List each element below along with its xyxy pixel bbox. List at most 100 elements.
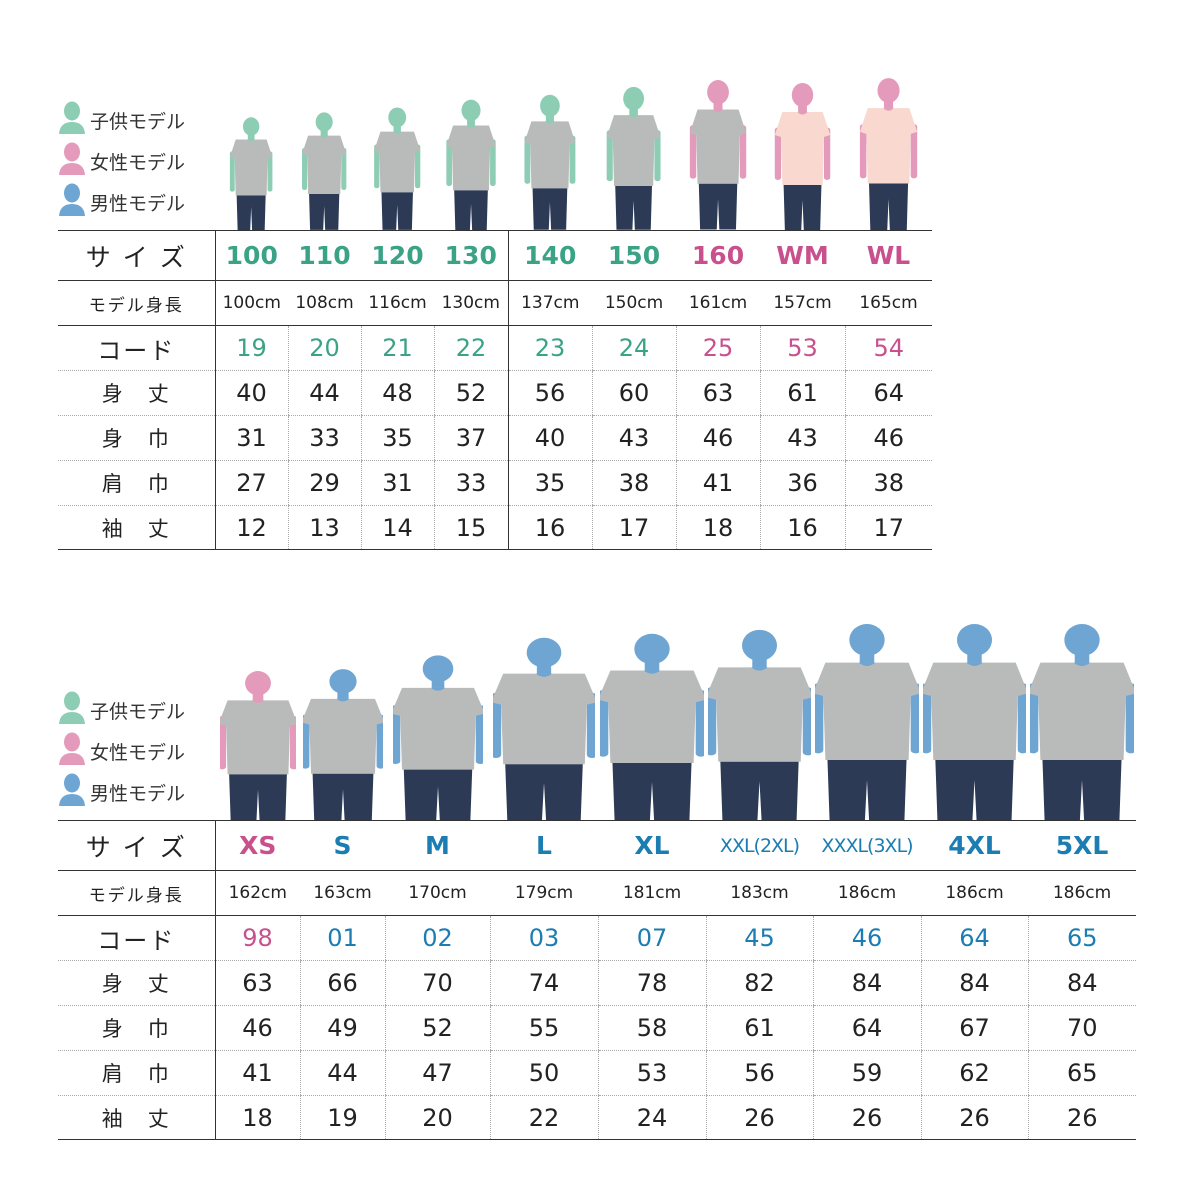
row-label-width: 身 巾 [58,415,216,461]
cell-code: 22 [433,325,508,371]
cell-shoulder: 41 [214,1050,300,1096]
cell-size: 130 [434,230,508,281]
cell-shoulder: 53 [597,1050,706,1096]
cell-length: 66 [299,960,385,1006]
cell-width: 46 [844,415,932,461]
cell-shoulder: 65 [1027,1050,1136,1096]
cell-code: 07 [597,915,706,961]
cell-shoulder: 44 [299,1050,385,1096]
cell-width: 61 [705,1005,813,1051]
cell-width: 64 [812,1005,921,1051]
cell-size: S [300,820,385,871]
cell-shoulder: 41 [675,460,760,506]
row-size: サ イ ズ 100 110 120 130 140 150 160 WM WL [58,230,932,281]
row-label-height: モデル身長 [58,280,216,326]
model-figure-child [227,115,275,230]
legend-item-male: 男性モデル [58,772,185,813]
cell-shoulder: 47 [384,1050,490,1096]
cell-code: 21 [360,325,434,371]
person-icon [58,773,90,812]
model-figure-male [390,652,485,820]
cell-sleeve: 19 [299,1095,385,1140]
cell-height: 186cm [813,870,921,916]
cell-code: 46 [812,915,921,961]
cell-length: 63 [675,370,760,416]
row-width: 身 巾 46 49 52 55 58 61 64 67 70 [58,1005,1136,1051]
cell-size: WM [760,230,845,281]
cell-sleeve: 16 [759,505,845,550]
cell-length: 84 [920,960,1028,1006]
cell-shoulder: 27 [214,460,288,506]
legend-item-child: 子供モデル [58,100,185,141]
row-label-shoulder: 肩 巾 [58,1050,216,1096]
cell-sleeve: 12 [214,505,288,550]
cell-code: 03 [489,915,598,961]
row-sleeve: 袖 丈 12 13 14 15 16 17 18 16 17 [58,505,932,550]
size-table: サ イ ズ XS S M L XL XXL(2XL) XXXL(3XL) 4XL 5XL モデル身長… [58,820,1136,1140]
cell-size: XS [215,820,300,871]
row-label-shoulder: 肩 巾 [58,460,216,506]
row-sleeve: 袖 丈 18 19 20 22 24 26 26 26 26 [58,1095,1136,1140]
legend-item-female: 女性モデル [58,731,185,772]
row-label-length: 身 丈 [58,370,216,416]
cell-shoulder: 59 [812,1050,921,1096]
cell-width: 43 [591,415,676,461]
cell-size: 110 [288,230,361,281]
person-icon [58,101,90,140]
legend-label: 子供モデル [90,701,186,723]
model-figure-male [705,626,814,820]
cell-size: 100 [215,230,288,281]
cell-width: 40 [507,415,592,461]
cell-length: 60 [591,370,676,416]
legend-item-child: 子供モデル [58,690,185,731]
cell-shoulder: 62 [920,1050,1028,1096]
model-figure-female [856,75,921,230]
cell-length: 44 [287,370,361,416]
row-label-code: コード [58,325,216,371]
cell-width: 52 [384,1005,490,1051]
cell-code: 64 [920,915,1028,961]
cell-size: XL [598,820,706,871]
cell-sleeve: 18 [675,505,760,550]
row-width: 身 巾 31 33 35 37 40 43 46 43 46 [58,415,932,461]
cell-width: 70 [1027,1005,1136,1051]
row-label-width: 身 巾 [58,1005,216,1051]
cell-height: 181cm [598,870,706,916]
row-label-size: サ イ ズ [58,820,216,871]
cell-sleeve: 22 [489,1095,598,1140]
legend-label: 男性モデル [90,193,186,215]
size-table: サ イ ズ 100 110 120 130 140 150 160 WM WL モデル身長 100cm… [58,230,932,550]
cell-shoulder: 38 [844,460,932,506]
cell-length: 56 [507,370,592,416]
person-icon [58,183,90,222]
cell-sleeve: 13 [287,505,361,550]
cell-height: 116cm [361,280,434,326]
cell-height: 165cm [845,280,932,326]
cell-length: 61 [759,370,845,416]
cell-length: 78 [597,960,706,1006]
row-height: モデル身長 100cm 108cm 116cm 130cm 137cm 150cm 161cm… [58,280,932,326]
cell-height: 170cm [385,870,490,916]
cell-width: 46 [214,1005,300,1051]
cell-width: 58 [597,1005,706,1051]
cell-length: 64 [844,370,932,416]
model-figure-child [299,110,349,230]
row-shoulder: 肩 巾 27 29 31 33 35 38 41 36 38 [58,460,932,506]
cell-width: 43 [759,415,845,461]
row-code: コード 19 20 21 22 23 24 25 53 54 [58,325,932,371]
row-label-sleeve: 袖 丈 [58,1095,216,1140]
cell-width: 55 [489,1005,598,1051]
person-icon [58,142,90,181]
cell-size: 120 [361,230,434,281]
cell-width: 46 [675,415,760,461]
legend-item-female: 女性モデル [58,141,185,182]
cell-height: 130cm [434,280,508,326]
cell-sleeve: 26 [1027,1095,1136,1140]
cell-size: 4XL [921,820,1028,871]
cell-code: 25 [675,325,760,371]
cell-shoulder: 33 [433,460,508,506]
cell-shoulder: 36 [759,460,845,506]
cell-length: 70 [384,960,490,1006]
cell-sleeve: 20 [384,1095,490,1140]
cell-sleeve: 17 [591,505,676,550]
